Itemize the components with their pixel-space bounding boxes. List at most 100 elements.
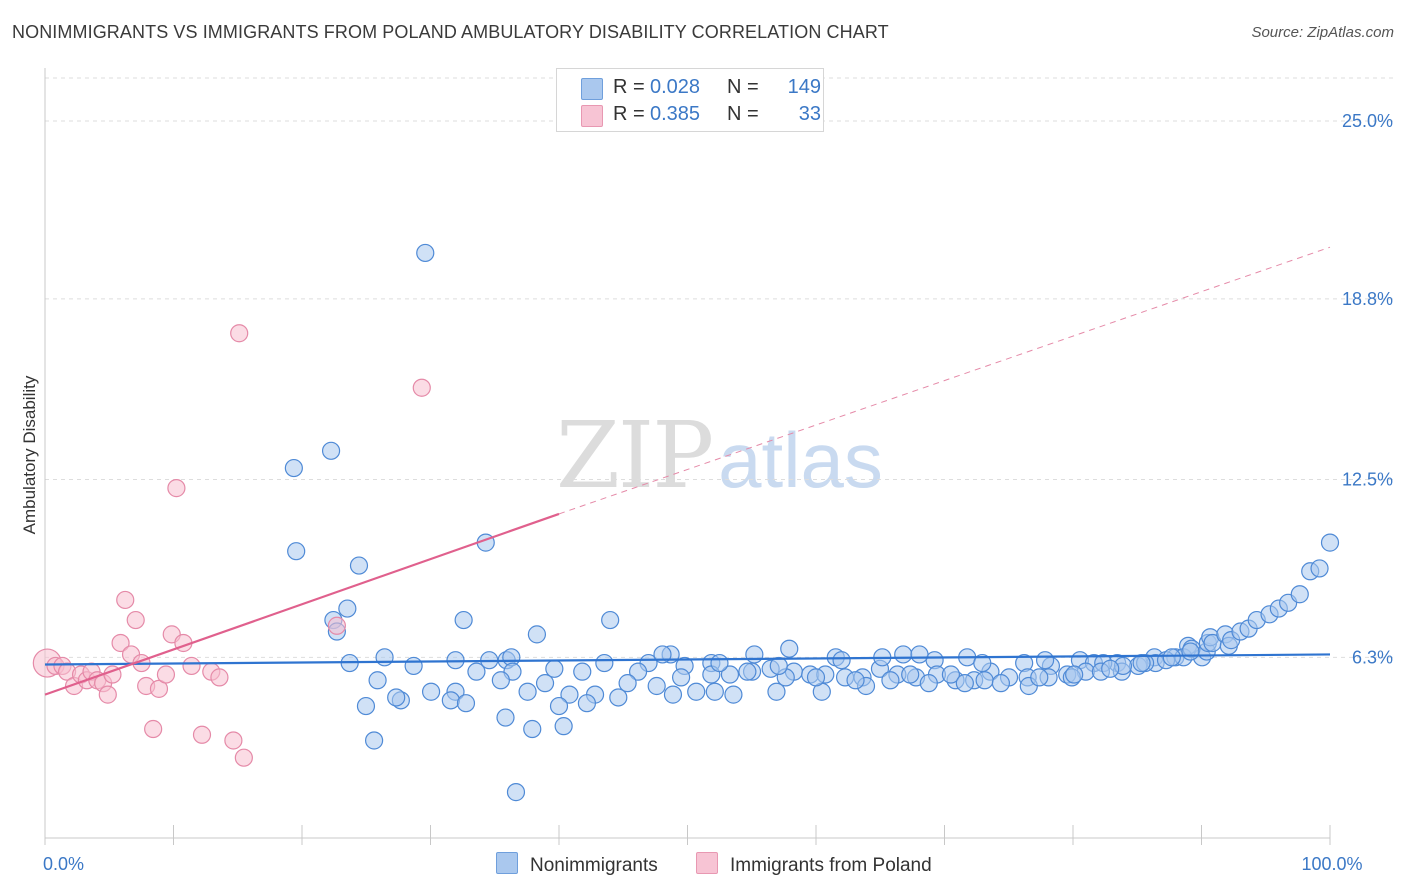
correlation-legend: R = 0.028 N = 149 R = 0.385 N = 33 xyxy=(556,68,824,132)
immigrant-point xyxy=(211,669,228,686)
nonimmigrant-point xyxy=(619,675,636,692)
immigrant-point xyxy=(225,732,242,749)
n-value: 33 xyxy=(779,103,821,126)
nonimmigrant-point xyxy=(457,695,474,712)
immigrant-point xyxy=(183,657,200,674)
immigrant-point xyxy=(231,325,248,342)
nonimmigrant-point xyxy=(895,646,912,663)
nonimmigrant-point xyxy=(902,666,919,683)
nonimmigrant-point xyxy=(602,612,619,629)
nonimmigrant-point xyxy=(423,683,440,700)
nonimmigrant-point xyxy=(537,675,554,692)
y-tick-label: 25.0% xyxy=(1342,111,1393,131)
n-label: N = xyxy=(727,76,759,99)
nonimmigrant-point xyxy=(808,669,825,686)
nonimmigrant-point xyxy=(492,672,509,689)
r-value: 0.028 xyxy=(650,76,700,99)
legend-label: Immigrants from Poland xyxy=(730,855,932,876)
x-tick-label: 0.0% xyxy=(43,854,84,874)
nonimmigrant-point xyxy=(1031,669,1048,686)
nonimmigrant-point xyxy=(497,709,514,726)
nonimmigrant-point xyxy=(706,683,723,700)
immigrant-point xyxy=(235,749,252,766)
pink-swatch xyxy=(581,105,603,127)
r-label: R = xyxy=(613,103,645,126)
legend-label: Nonimmigrants xyxy=(530,855,658,876)
nonimmigrant-point xyxy=(664,686,681,703)
nonimmigrant-point xyxy=(781,640,798,657)
y-tick-label: 6.3% xyxy=(1352,647,1393,667)
blue-swatch xyxy=(581,78,603,100)
y-axis-label: Ambulatory Disability xyxy=(20,376,40,535)
nonimmigrant-point xyxy=(1291,586,1308,603)
nonimmigrant-point xyxy=(1133,655,1150,672)
nonimmigrant-point xyxy=(285,460,302,477)
nonimmigrant-point xyxy=(468,663,485,680)
nonimmigrant-point xyxy=(524,721,541,738)
nonimmigrant-point xyxy=(519,683,536,700)
nonimmigrant-point xyxy=(920,675,937,692)
nonimmigrant-point xyxy=(288,543,305,560)
nonimmigrant-point xyxy=(578,695,595,712)
immigrant-point xyxy=(328,617,345,634)
nonimmigrant-point xyxy=(417,244,434,261)
nonimmigrant-point xyxy=(388,689,405,706)
nonimmigrant-point xyxy=(551,698,568,715)
n-label: N = xyxy=(727,103,759,126)
nonimmigrant-point xyxy=(847,672,864,689)
immigrant-point xyxy=(168,480,185,497)
nonimmigrant-point xyxy=(746,646,763,663)
nonimmigrant-point xyxy=(528,626,545,643)
nonimmigrant-point xyxy=(1311,560,1328,577)
nonimmigrant-point xyxy=(455,612,472,629)
immigrant-point xyxy=(193,726,210,743)
immigrant-point xyxy=(99,686,116,703)
nonimmigrant-point xyxy=(366,732,383,749)
n-value: 149 xyxy=(779,76,821,99)
nonimmigrant-point xyxy=(442,692,459,709)
legend-item-immigrants-poland: Immigrants from Poland xyxy=(696,852,932,877)
nonimmigrant-point xyxy=(673,669,690,686)
nonimmigrant-point xyxy=(339,600,356,617)
blue-swatch xyxy=(496,852,518,874)
nonimmigrant-point xyxy=(725,686,742,703)
nonimmigrant-point xyxy=(1037,652,1054,669)
r-value: 0.385 xyxy=(650,103,700,126)
nonimmigrant-point xyxy=(648,678,665,695)
nonimmigrant-point xyxy=(596,655,613,672)
nonimmigrant-point xyxy=(770,657,787,674)
nonimmigrant-point xyxy=(1182,643,1199,660)
nonimmigrant-point xyxy=(911,646,928,663)
x-tick-label: 100.0% xyxy=(1301,854,1362,874)
nonimmigrant-point xyxy=(739,663,756,680)
nonimmigrant-point xyxy=(357,698,374,715)
nonimmigrant-point xyxy=(1102,660,1119,677)
scatter-plot: 6.3% 12.5% 18.8% 25.0% 0.0% 100.0% xyxy=(0,0,1406,892)
nonimmigrant-point xyxy=(1322,534,1339,551)
nonimmigrant-point xyxy=(1066,666,1083,683)
nonimmigrant-point xyxy=(323,442,340,459)
immigrant-point xyxy=(157,666,174,683)
nonimmigrant-point xyxy=(555,718,572,735)
nonimmigrant-point xyxy=(350,557,367,574)
nonimmigrant-point xyxy=(976,672,993,689)
nonimmigrant-point xyxy=(369,672,386,689)
nonimmigrant-point xyxy=(376,649,393,666)
nonimmigrant-point xyxy=(1163,649,1180,666)
nonimmigrant-point xyxy=(507,784,524,801)
y-tick-label: 18.8% xyxy=(1342,289,1393,309)
nonimmigrant-point xyxy=(405,657,422,674)
nonimmigrant-point xyxy=(833,652,850,669)
pink-swatch xyxy=(696,852,718,874)
legend-item-nonimmigrants: Nonimmigrants xyxy=(496,852,658,877)
immigrant-point xyxy=(413,379,430,396)
y-tick-label: 12.5% xyxy=(1342,470,1393,490)
immigrant-point xyxy=(145,721,162,738)
nonimmigrant-point xyxy=(688,683,705,700)
nonimmigrant-point xyxy=(574,663,591,680)
nonimmigrant-point xyxy=(956,675,973,692)
immigrant-point xyxy=(127,612,144,629)
nonimmigrant-point xyxy=(711,655,728,672)
nonimmigrant-point xyxy=(882,672,899,689)
nonimmigrant-point xyxy=(992,675,1009,692)
